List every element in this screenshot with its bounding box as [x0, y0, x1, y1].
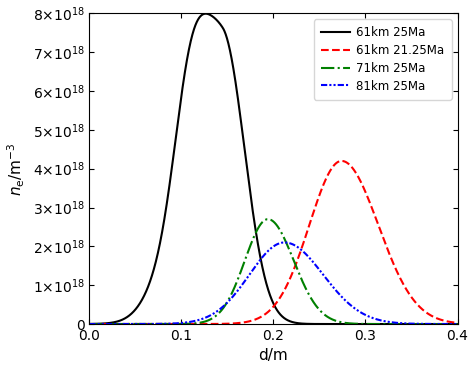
81km 25Ma — [235, 289, 240, 293]
81km 25Ma — [154, 322, 159, 326]
81km 25Ma — [86, 322, 92, 326]
X-axis label: d/m: d/m — [258, 348, 288, 363]
Line: 61km 25Ma: 61km 25Ma — [89, 14, 474, 324]
81km 25Ma — [282, 240, 287, 245]
81km 25Ma — [424, 322, 429, 326]
61km 25Ma — [154, 258, 159, 262]
71km 25Ma — [424, 322, 429, 326]
61km 21.25Ma — [473, 322, 474, 326]
81km 25Ma — [473, 322, 474, 326]
71km 25Ma — [465, 322, 471, 326]
Y-axis label: $n_\mathrm{e}$/m$^{-3}$: $n_\mathrm{e}$/m$^{-3}$ — [6, 142, 27, 196]
61km 25Ma — [473, 322, 474, 326]
81km 25Ma — [130, 322, 136, 326]
Legend: 61km 25Ma, 61km 21.25Ma, 71km 25Ma, 81km 25Ma: 61km 25Ma, 61km 21.25Ma, 71km 25Ma, 81km… — [314, 19, 452, 100]
61km 21.25Ma — [465, 321, 471, 326]
71km 25Ma — [265, 217, 271, 221]
61km 21.25Ma — [154, 322, 159, 326]
61km 25Ma — [203, 11, 209, 16]
61km 25Ma — [465, 322, 471, 326]
71km 25Ma — [86, 322, 92, 326]
71km 25Ma — [154, 322, 159, 326]
Line: 81km 25Ma: 81km 25Ma — [89, 242, 474, 324]
61km 21.25Ma — [424, 311, 429, 315]
61km 21.25Ma — [86, 322, 92, 326]
61km 21.25Ma — [339, 159, 345, 163]
71km 25Ma — [235, 278, 240, 282]
71km 25Ma — [473, 322, 474, 326]
81km 25Ma — [252, 266, 257, 270]
61km 25Ma — [86, 322, 92, 326]
61km 25Ma — [130, 310, 136, 314]
61km 21.25Ma — [252, 318, 257, 322]
61km 25Ma — [252, 220, 257, 225]
71km 25Ma — [130, 322, 136, 326]
61km 25Ma — [235, 95, 240, 99]
71km 25Ma — [252, 234, 257, 238]
61km 25Ma — [424, 322, 429, 326]
81km 25Ma — [465, 322, 471, 326]
61km 21.25Ma — [235, 321, 240, 325]
Line: 61km 21.25Ma: 61km 21.25Ma — [89, 161, 474, 324]
Line: 71km 25Ma: 71km 25Ma — [89, 219, 474, 324]
61km 21.25Ma — [130, 322, 136, 326]
